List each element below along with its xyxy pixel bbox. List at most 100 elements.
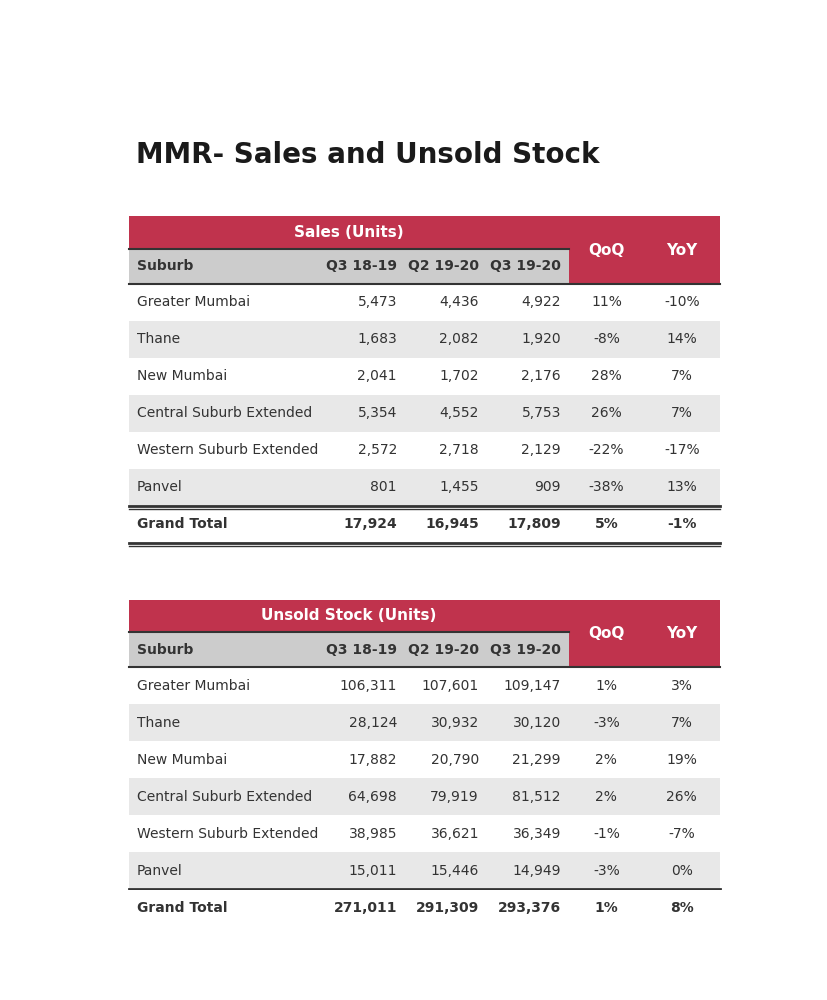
Text: Suburb: Suburb	[136, 259, 193, 273]
Text: Thane: Thane	[136, 716, 179, 730]
Text: 14,949: 14,949	[512, 864, 560, 878]
Text: Greater Mumbai: Greater Mumbai	[136, 679, 250, 693]
Text: Thane: Thane	[136, 332, 179, 346]
Text: 2%: 2%	[595, 790, 617, 804]
Text: 291,309: 291,309	[415, 901, 478, 915]
Bar	[568, 600, 643, 667]
Text: QoQ: QoQ	[587, 243, 624, 258]
Text: New Mumbai: New Mumbai	[136, 753, 227, 767]
Text: 14%: 14%	[666, 332, 696, 346]
Bar	[129, 358, 719, 395]
Bar	[129, 778, 719, 815]
Bar	[129, 249, 568, 284]
Text: 15,011: 15,011	[348, 864, 396, 878]
Bar	[129, 321, 719, 358]
Text: 17,924: 17,924	[343, 517, 396, 531]
Text: Grand Total: Grand Total	[136, 901, 227, 915]
Text: 5,473: 5,473	[357, 295, 396, 309]
Text: 36,349: 36,349	[512, 827, 560, 841]
Text: 30,932: 30,932	[430, 716, 478, 730]
Bar	[129, 889, 719, 926]
Text: Q2 19-20: Q2 19-20	[408, 259, 478, 273]
Text: 1,683: 1,683	[356, 332, 396, 346]
Text: 271,011: 271,011	[333, 901, 396, 915]
Text: -22%: -22%	[588, 443, 624, 457]
Text: 4,552: 4,552	[439, 406, 478, 420]
Text: -10%: -10%	[663, 295, 699, 309]
Text: 2,718: 2,718	[439, 443, 478, 457]
Text: Unsold Stock (Units): Unsold Stock (Units)	[261, 608, 436, 623]
Text: 2%: 2%	[595, 753, 617, 767]
Text: 30,120: 30,120	[512, 716, 560, 730]
Text: -3%: -3%	[592, 716, 619, 730]
Text: 28%: 28%	[590, 369, 621, 383]
Text: 909: 909	[533, 480, 560, 494]
Text: 293,376: 293,376	[497, 901, 560, 915]
Bar	[568, 216, 643, 284]
Text: -1%: -1%	[592, 827, 619, 841]
Bar	[129, 469, 719, 506]
Text: Suburb: Suburb	[136, 643, 193, 657]
Bar	[129, 284, 719, 321]
Text: 15,446: 15,446	[430, 864, 478, 878]
Text: Greater Mumbai: Greater Mumbai	[136, 295, 250, 309]
Text: 7%: 7%	[670, 369, 692, 383]
Text: 26%: 26%	[590, 406, 621, 420]
Text: YoY: YoY	[666, 626, 696, 641]
Text: 13%: 13%	[666, 480, 696, 494]
Text: 20,790: 20,790	[430, 753, 478, 767]
Text: Panvel: Panvel	[136, 480, 183, 494]
Bar	[129, 741, 719, 778]
Text: -38%: -38%	[588, 480, 624, 494]
Text: New Mumbai: New Mumbai	[136, 369, 227, 383]
Text: 17,882: 17,882	[348, 753, 396, 767]
Text: -1%: -1%	[667, 517, 696, 531]
Text: Q3 19-20: Q3 19-20	[490, 259, 560, 273]
Bar	[129, 632, 568, 667]
Text: 1%: 1%	[595, 679, 617, 693]
Text: -17%: -17%	[663, 443, 699, 457]
Text: YoY: YoY	[666, 243, 696, 258]
Text: 107,601: 107,601	[421, 679, 478, 693]
Text: 4,436: 4,436	[439, 295, 478, 309]
Bar	[643, 600, 719, 667]
Text: 21,299: 21,299	[512, 753, 560, 767]
Text: Panvel: Panvel	[136, 864, 183, 878]
Text: 26%: 26%	[666, 790, 696, 804]
Text: 1,455: 1,455	[439, 480, 478, 494]
Text: 7%: 7%	[670, 716, 692, 730]
Text: MMR- Sales and Unsold Stock: MMR- Sales and Unsold Stock	[136, 141, 599, 169]
Bar	[129, 852, 719, 889]
Text: 7%: 7%	[670, 406, 692, 420]
Text: 28,124: 28,124	[348, 716, 396, 730]
Text: Grand Total: Grand Total	[136, 517, 227, 531]
Text: 16,945: 16,945	[425, 517, 478, 531]
Text: 11%: 11%	[590, 295, 621, 309]
Text: 4,922: 4,922	[521, 295, 560, 309]
Text: Central Suburb Extended: Central Suburb Extended	[136, 790, 312, 804]
Bar	[129, 704, 719, 741]
Text: 2,572: 2,572	[357, 443, 396, 457]
Text: 81,512: 81,512	[512, 790, 560, 804]
Text: 1%: 1%	[594, 901, 618, 915]
Text: 106,311: 106,311	[339, 679, 396, 693]
Text: 36,621: 36,621	[430, 827, 478, 841]
Text: -3%: -3%	[592, 864, 619, 878]
Text: Western Suburb Extended: Western Suburb Extended	[136, 443, 318, 457]
Text: Q3 18-19: Q3 18-19	[326, 259, 396, 273]
Text: 0%: 0%	[670, 864, 692, 878]
Text: Q3 19-20: Q3 19-20	[490, 643, 560, 657]
Text: 38,985: 38,985	[348, 827, 396, 841]
Bar	[129, 216, 568, 249]
Text: 2,082: 2,082	[439, 332, 478, 346]
Bar	[129, 667, 719, 704]
Text: Q2 19-20: Q2 19-20	[408, 643, 478, 657]
Text: 79,919: 79,919	[430, 790, 478, 804]
Text: 1,702: 1,702	[439, 369, 478, 383]
Bar	[643, 216, 719, 284]
Text: 8%: 8%	[669, 901, 693, 915]
Text: 1,920: 1,920	[521, 332, 560, 346]
Text: Western Suburb Extended: Western Suburb Extended	[136, 827, 318, 841]
Text: Q3 18-19: Q3 18-19	[326, 643, 396, 657]
Text: -7%: -7%	[667, 827, 695, 841]
